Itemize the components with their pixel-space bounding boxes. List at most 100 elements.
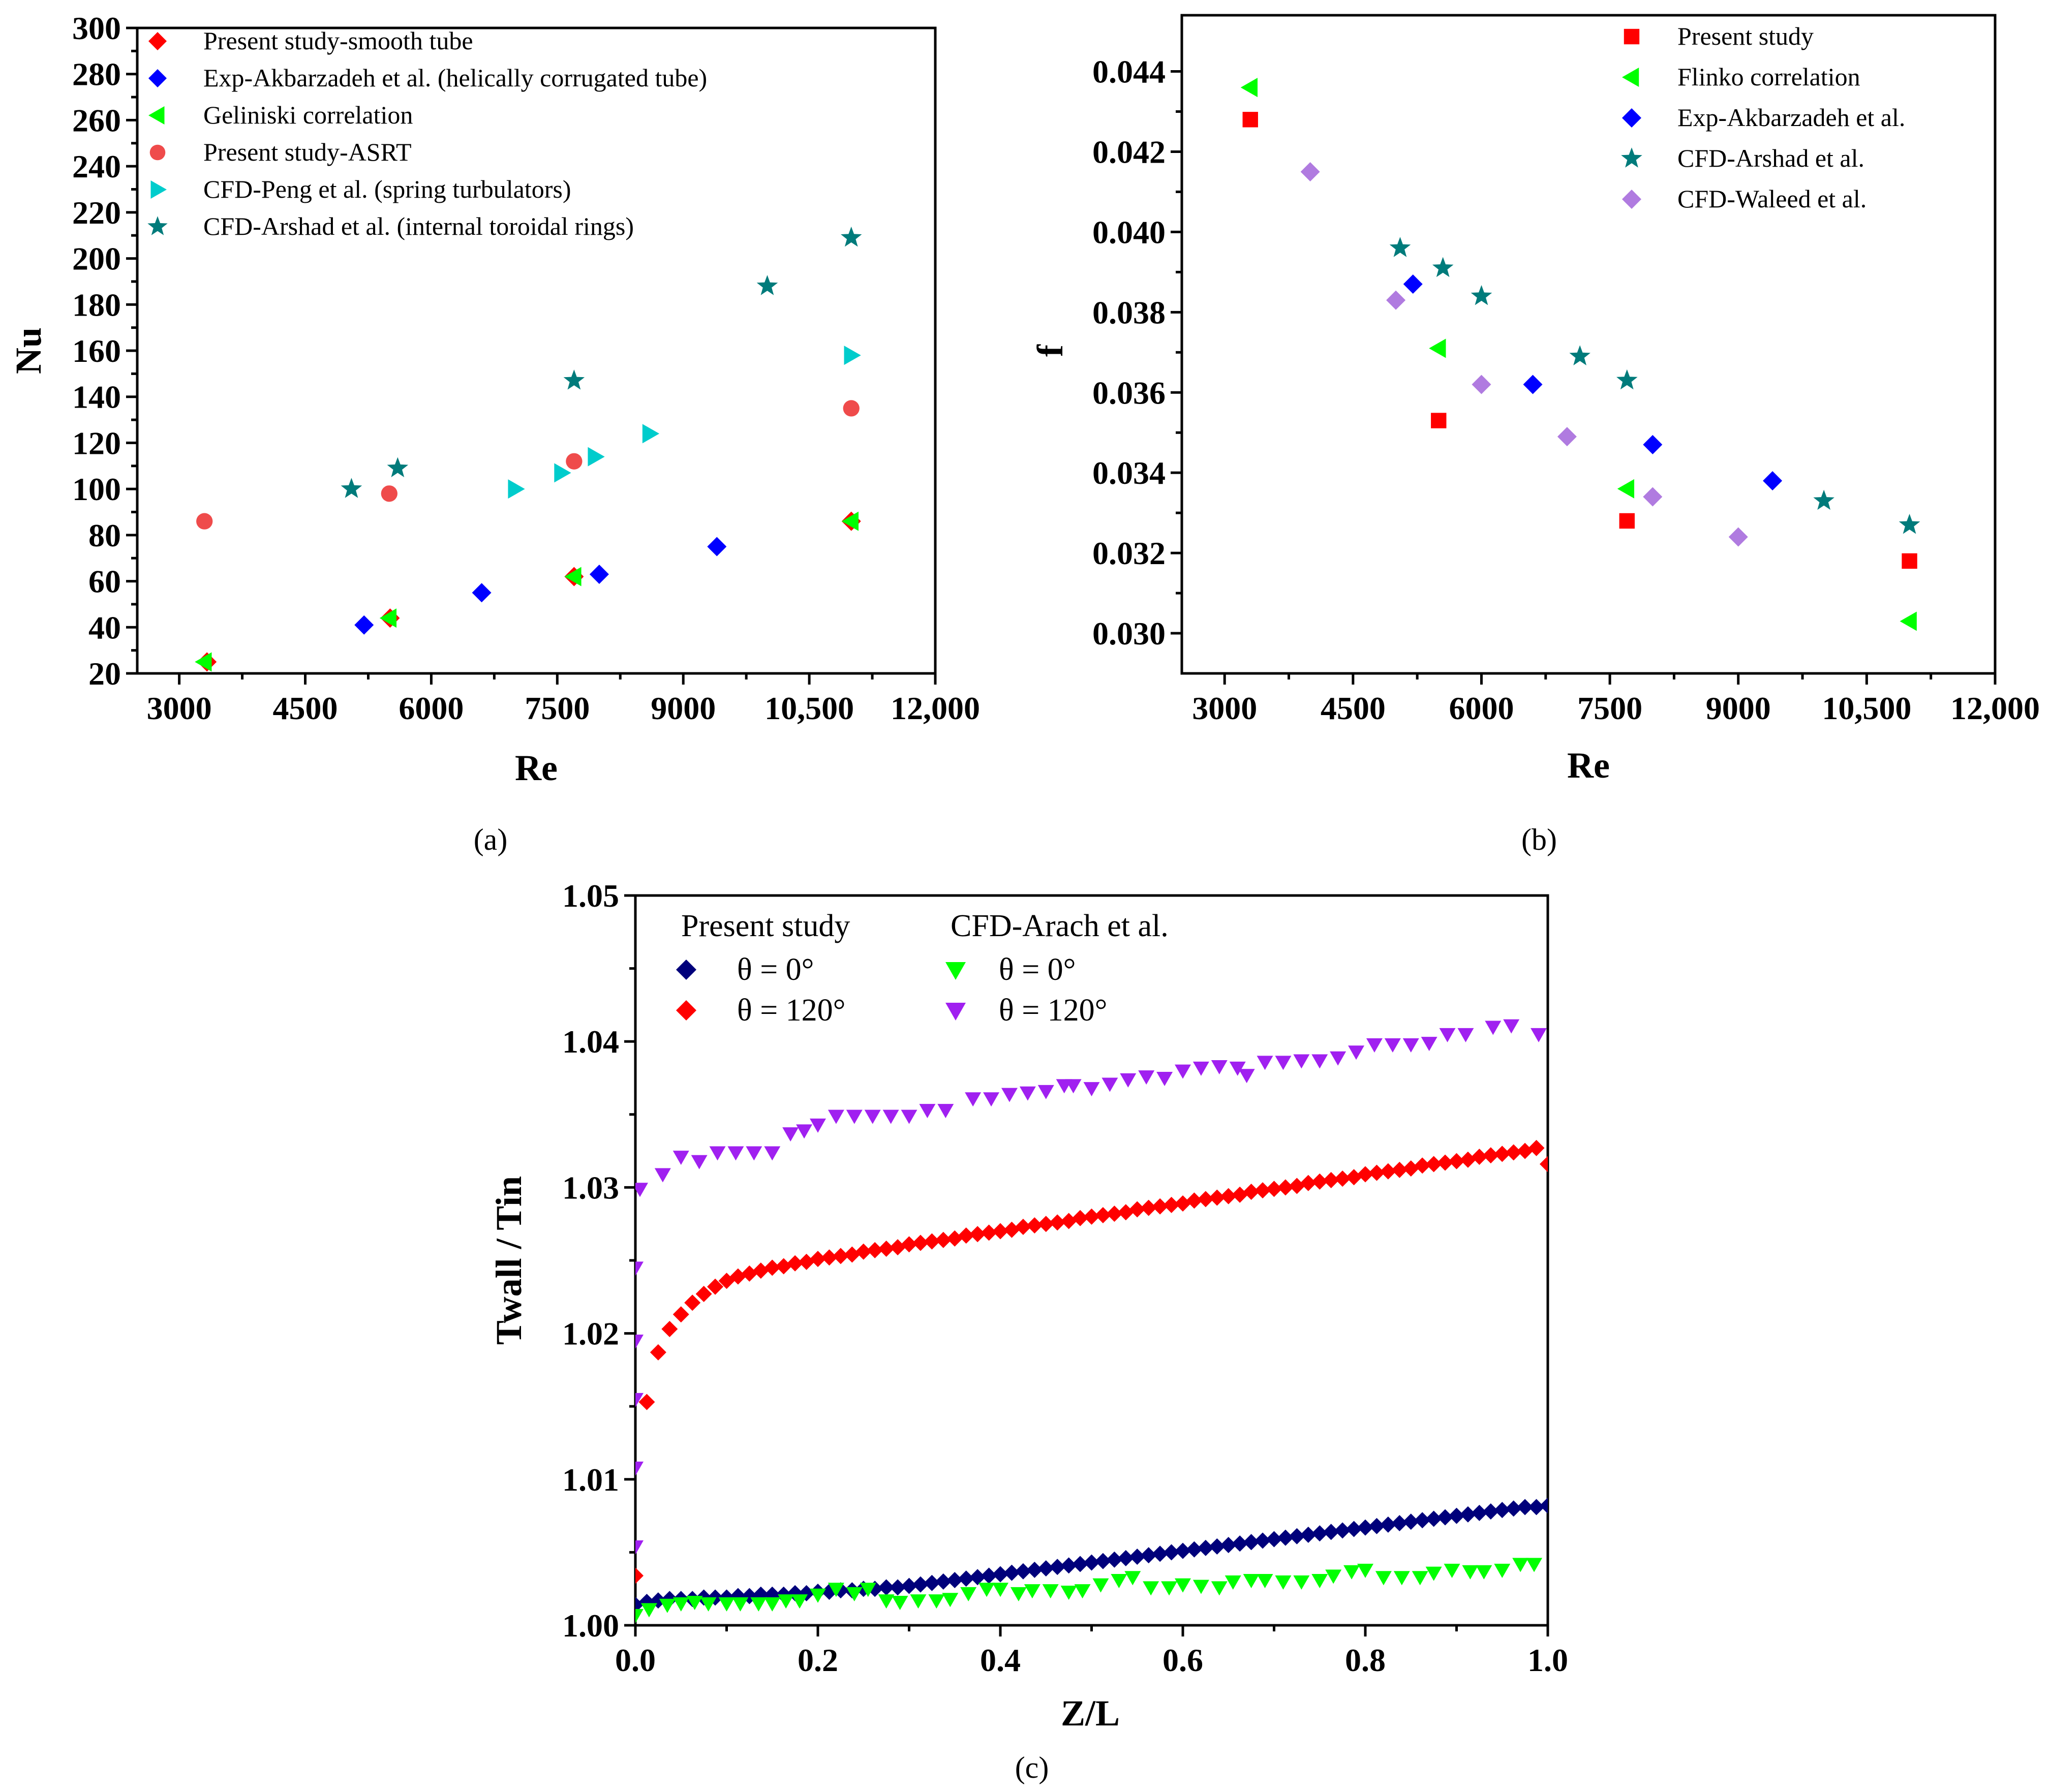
data-point	[1049, 1559, 1066, 1575]
data-point	[1616, 369, 1638, 390]
data-point	[707, 1278, 724, 1295]
y-tick-label: 0.038	[1092, 294, 1166, 330]
x-tick-label: 6000	[399, 690, 464, 726]
data-point	[1175, 1542, 1191, 1559]
x-tick-label: 3000	[147, 690, 212, 726]
data-point	[1293, 1054, 1310, 1069]
data-point	[1384, 1038, 1401, 1053]
data-point	[1229, 1061, 1246, 1076]
legend-group-title: Present study	[681, 909, 850, 943]
x-tick-label: 7500	[1577, 690, 1642, 726]
data-point	[1476, 1565, 1492, 1580]
data-point	[1494, 1502, 1511, 1519]
x-tick-label: 4500	[273, 690, 338, 726]
x-tick-label: 0.0	[615, 1642, 656, 1678]
data-point	[341, 478, 362, 498]
data-point	[1523, 375, 1543, 394]
data-point	[1243, 1573, 1260, 1588]
data-point	[635, 1609, 644, 1623]
data-point	[828, 1109, 844, 1124]
data-point	[707, 537, 727, 557]
data-point	[1366, 1038, 1383, 1053]
data-point	[1482, 1503, 1499, 1520]
data-point	[958, 1570, 974, 1587]
y-axis-title-c: Twall / Tin	[488, 1176, 529, 1345]
legend-label: CFD-Waleed et al.	[1677, 184, 1867, 213]
data-point	[1494, 1563, 1511, 1578]
data-point	[832, 1248, 849, 1264]
data-point	[796, 1124, 813, 1139]
x-tick-label: 0.6	[1162, 1642, 1203, 1678]
data-point	[1106, 1206, 1123, 1222]
axis-ticks-b: 3000 4500 6000 7500 9000 10,500 12,000 0.030 0.0…	[1092, 54, 2040, 726]
data-point	[1197, 1191, 1214, 1208]
data-point	[1240, 78, 1258, 98]
data-point	[1494, 1146, 1511, 1162]
data-point	[764, 1146, 781, 1161]
legend-marker	[148, 32, 167, 50]
data-point	[654, 1168, 671, 1183]
data-point	[901, 1578, 917, 1594]
data-point	[1106, 1551, 1123, 1568]
chart-marks-a	[195, 226, 862, 672]
data-point	[1728, 527, 1748, 547]
y-tick-label: 1.03	[562, 1169, 619, 1206]
data-point	[901, 1109, 917, 1124]
data-point	[1512, 1558, 1529, 1572]
data-point	[867, 1242, 883, 1258]
legend-label: Exp-Akbarzadeh et al.	[1677, 103, 1905, 132]
data-point	[1311, 1173, 1328, 1190]
data-point	[1243, 1184, 1260, 1200]
data-point	[1037, 1085, 1054, 1099]
data-point	[1540, 1156, 1548, 1172]
y-tick-label: 1.00	[562, 1608, 619, 1644]
data-point	[1152, 1546, 1169, 1562]
data-point	[791, 1594, 808, 1609]
data-point	[1275, 1056, 1292, 1070]
data-point	[1471, 285, 1492, 305]
data-point	[732, 1597, 749, 1612]
data-point	[1425, 1156, 1442, 1172]
data-point	[1414, 1157, 1431, 1174]
data-point	[1505, 1500, 1522, 1517]
data-point	[1042, 1584, 1059, 1599]
data-point	[566, 453, 583, 470]
data-point	[983, 1092, 1000, 1107]
data-point	[1391, 1161, 1408, 1178]
data-point	[1531, 1028, 1547, 1042]
y-tick-label: 20	[88, 656, 121, 692]
data-point	[1900, 611, 1917, 631]
data-point	[778, 1594, 794, 1609]
data-point	[563, 369, 585, 390]
data-point	[1402, 1160, 1419, 1177]
data-point	[635, 1261, 644, 1276]
data-point	[1238, 1069, 1255, 1084]
data-point	[1334, 1522, 1351, 1539]
data-point	[1209, 1189, 1226, 1206]
data-point	[1001, 1088, 1018, 1102]
data-point	[1192, 1061, 1209, 1076]
y-tick-label: 1.01	[562, 1462, 619, 1498]
data-point	[1437, 1154, 1454, 1171]
y-tick-label: 300	[72, 10, 121, 46]
data-point	[635, 1334, 644, 1349]
data-point	[1471, 1149, 1488, 1165]
legend-marker	[1621, 147, 1642, 168]
y-tick-label: 220	[72, 195, 121, 231]
data-point	[1060, 1213, 1077, 1229]
data-point	[919, 1104, 936, 1119]
data-point	[387, 457, 409, 477]
data-point	[844, 1246, 861, 1263]
data-point	[890, 1579, 906, 1596]
data-point	[1368, 1164, 1385, 1181]
data-point	[981, 1224, 997, 1241]
data-point	[1448, 1153, 1465, 1169]
data-point	[1277, 1529, 1294, 1546]
data-point	[1380, 1163, 1396, 1180]
x-tick-label: 12,000	[891, 690, 980, 726]
legend-label: Flinko correlation	[1677, 63, 1860, 91]
data-point	[1345, 1169, 1362, 1186]
data-point	[992, 1583, 1008, 1597]
data-point	[554, 463, 571, 483]
chart-panel-b: 3000 4500 6000 7500 9000 10,500 12,000 0.030 0.0…	[1030, 14, 2040, 786]
